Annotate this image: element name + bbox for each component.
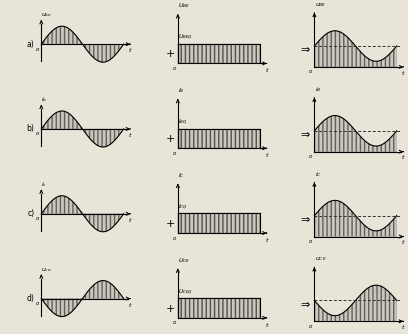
Text: $o$: $o$	[35, 131, 40, 138]
Text: $\Rightarrow$: $\Rightarrow$	[298, 299, 311, 309]
Text: $\Rightarrow$: $\Rightarrow$	[298, 44, 311, 54]
Text: $U_{CE}$: $U_{CE}$	[178, 256, 191, 265]
Text: $u_{be}$: $u_{be}$	[41, 11, 52, 19]
Text: $\Rightarrow$: $\Rightarrow$	[298, 129, 311, 139]
Text: $o$: $o$	[308, 153, 313, 160]
Text: $I_C$: $I_C$	[178, 171, 185, 180]
Text: $t$: $t$	[128, 301, 133, 309]
Text: $i_C$: $i_C$	[315, 170, 322, 179]
Text: $t$: $t$	[401, 323, 406, 331]
Text: $t$: $t$	[128, 216, 133, 224]
Text: $t$: $t$	[128, 131, 133, 139]
Text: $U_{CEQ}$: $U_{CEQ}$	[178, 288, 193, 297]
Text: $I_{CQ}$: $I_{CQ}$	[178, 203, 188, 212]
Text: $o$: $o$	[308, 323, 313, 330]
Text: c): c)	[27, 209, 35, 218]
Text: $U_{BEQ}$: $U_{BEQ}$	[178, 33, 193, 42]
Text: $t$: $t$	[265, 321, 269, 329]
Text: $o$: $o$	[35, 46, 40, 53]
Text: b): b)	[27, 125, 35, 134]
Text: $+$: $+$	[165, 48, 175, 59]
Text: $i_b$: $i_b$	[41, 95, 47, 104]
Text: $o$: $o$	[172, 319, 177, 326]
Text: $i_c$: $i_c$	[41, 180, 47, 189]
Text: $o$: $o$	[172, 234, 177, 241]
Text: $o$: $o$	[172, 65, 177, 72]
Text: $U_{BE}$: $U_{BE}$	[178, 2, 191, 10]
Text: $o$: $o$	[172, 150, 177, 157]
Text: $\Rightarrow$: $\Rightarrow$	[298, 214, 311, 224]
Text: $t$: $t$	[128, 46, 133, 54]
Text: $o$: $o$	[35, 215, 40, 222]
Text: $t$: $t$	[401, 153, 406, 161]
Text: $I_B$: $I_B$	[178, 87, 185, 95]
Text: d): d)	[27, 294, 35, 303]
Text: $t$: $t$	[265, 236, 269, 244]
Text: $o$: $o$	[35, 300, 40, 307]
Text: $o$: $o$	[308, 238, 313, 245]
Text: $+$: $+$	[165, 218, 175, 229]
Text: $I_{BQ}$: $I_{BQ}$	[178, 118, 188, 127]
Text: $t$: $t$	[401, 68, 406, 76]
Text: a): a)	[27, 40, 35, 49]
Text: $i_B$: $i_B$	[315, 85, 322, 94]
Text: $t$: $t$	[265, 66, 269, 74]
Text: $+$: $+$	[165, 133, 175, 144]
Text: $t$: $t$	[401, 238, 406, 246]
Text: $o$: $o$	[308, 68, 313, 75]
Text: $+$: $+$	[165, 303, 175, 314]
Text: $u_{BE}$: $u_{BE}$	[315, 1, 327, 9]
Text: $t$: $t$	[265, 151, 269, 159]
Text: $u_{ce}$: $u_{ce}$	[41, 266, 51, 274]
Text: $u_{CE}$: $u_{CE}$	[315, 256, 327, 264]
